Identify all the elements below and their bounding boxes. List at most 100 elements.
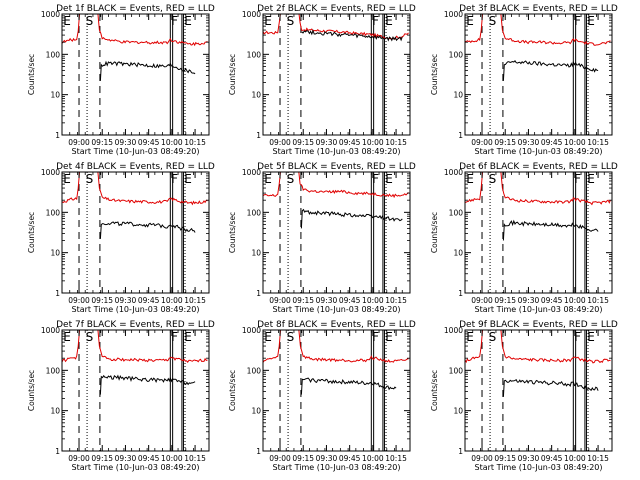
x-tick-label: 09:15 xyxy=(91,296,113,305)
y-axis-label: Counts/sec xyxy=(430,212,439,253)
y-tick-label: 1000 xyxy=(41,168,60,177)
events-rate-line xyxy=(502,219,599,241)
x-tick-label: 09:30 xyxy=(518,296,540,305)
x-axis-label: Start Time (10-Jun-03 08:49:20) xyxy=(273,463,401,472)
event-marker-E: E xyxy=(184,14,192,28)
y-tick-label: 10 xyxy=(453,249,463,258)
x-axis-label: Start Time (10-Jun-03 08:49:20) xyxy=(475,463,603,472)
event-marker-E: E xyxy=(63,330,71,344)
lld-rate-line xyxy=(465,330,611,364)
x-tick-label: 10:00 xyxy=(564,454,586,463)
y-tick-label: 1000 xyxy=(444,168,463,177)
x-tick-label: 10:00 xyxy=(161,138,183,147)
y-axis-label: Counts/sec xyxy=(27,212,36,253)
y-tick-label: 1000 xyxy=(444,326,463,335)
x-tick-label: 10:15 xyxy=(385,454,407,463)
detector-panel-9: Det 9f BLACK = Events, RED = LLD 1 10 100 10… xyxy=(430,320,618,472)
x-tick-label: 10:00 xyxy=(564,296,586,305)
x-tick-label: 09:00 xyxy=(269,138,291,147)
plot-frame xyxy=(464,171,613,294)
panel-title: Det 1f BLACK = Events, RED = LLD xyxy=(56,4,215,14)
x-tick-label: 10:00 xyxy=(161,454,183,463)
event-marker-S: S xyxy=(86,14,94,28)
lld-rate-line xyxy=(62,172,208,206)
event-marker-E: E xyxy=(587,172,595,186)
y-tick-label: 1 xyxy=(55,289,60,298)
x-tick-label: 09:15 xyxy=(91,454,113,463)
y-axis-label: Counts/sec xyxy=(27,370,36,411)
panel-title: Det 3f BLACK = Events, RED = LLD xyxy=(459,4,618,14)
x-tick-label: 09:15 xyxy=(292,454,314,463)
x-tick-label: 09:00 xyxy=(68,454,90,463)
detector-panel-3: Det 3f BLACK = Events, RED = LLD 1 10 100 10… xyxy=(430,4,618,156)
y-axis-label: Counts/sec xyxy=(27,54,36,95)
x-tick-label: 09:00 xyxy=(269,296,291,305)
x-tick-label: 09:15 xyxy=(91,138,113,147)
event-marker-F: F xyxy=(171,14,178,28)
event-marker-E: E xyxy=(385,14,393,28)
y-tick-label: 10 xyxy=(251,407,261,416)
x-tick-label: 10:15 xyxy=(184,454,206,463)
x-tick-label: 09:15 xyxy=(494,454,516,463)
y-tick-label: 10 xyxy=(453,407,463,416)
x-tick-label: 10:00 xyxy=(362,138,384,147)
events-rate-line xyxy=(301,29,403,42)
event-marker-F: F xyxy=(171,330,178,344)
event-marker-E: E xyxy=(184,330,192,344)
panel-title: Det 5f BLACK = Events, RED = LLD xyxy=(257,162,416,172)
event-marker-E: E xyxy=(264,172,272,186)
y-tick-label: 100 xyxy=(247,208,262,217)
event-marker-E: E xyxy=(587,14,595,28)
detector-panel-8: Det 8f BLACK = Events, RED = LLD 1 10 100 10… xyxy=(228,320,416,472)
y-tick-label: 10 xyxy=(453,91,463,100)
plot-frame xyxy=(262,13,411,136)
y-tick-label: 1 xyxy=(256,447,261,456)
x-tick-label: 10:15 xyxy=(385,138,407,147)
panel-title: Det 7f BLACK = Events, RED = LLD xyxy=(56,320,215,330)
y-tick-label: 100 xyxy=(449,208,464,217)
event-marker-E: E xyxy=(587,330,595,344)
y-tick-label: 100 xyxy=(449,366,464,375)
x-tick-label: 09:45 xyxy=(541,138,563,147)
event-marker-S: S xyxy=(86,330,94,344)
y-tick-label: 1000 xyxy=(242,168,261,177)
x-tick-label: 09:45 xyxy=(339,296,361,305)
x-tick-label: 09:30 xyxy=(316,138,338,147)
y-axis-label: Counts/sec xyxy=(430,54,439,95)
x-tick-label: 09:45 xyxy=(541,454,563,463)
lld-rate-line xyxy=(263,330,409,363)
lld-rate-line xyxy=(62,330,208,364)
x-tick-label: 09:00 xyxy=(68,138,90,147)
event-marker-F: F xyxy=(372,330,379,344)
x-tick-label: 09:30 xyxy=(316,454,338,463)
event-marker-F: F xyxy=(574,172,581,186)
panel-title: Det 4f BLACK = Events, RED = LLD xyxy=(56,162,215,172)
y-tick-label: 1 xyxy=(256,289,261,298)
event-marker-F: F xyxy=(171,172,178,186)
lld-rate-line xyxy=(263,172,409,199)
event-marker-E: E xyxy=(466,330,474,344)
x-axis-label: Start Time (10-Jun-03 08:49:20) xyxy=(273,147,401,156)
y-tick-label: 1000 xyxy=(242,10,261,19)
event-marker-S: S xyxy=(287,172,295,186)
x-tick-label: 09:30 xyxy=(518,138,540,147)
x-tick-label: 09:00 xyxy=(471,138,493,147)
y-tick-label: 1 xyxy=(458,131,463,140)
x-tick-label: 10:15 xyxy=(385,296,407,305)
x-tick-label: 10:00 xyxy=(362,296,384,305)
x-tick-label: 09:30 xyxy=(115,454,137,463)
event-marker-S: S xyxy=(86,172,94,186)
x-tick-label: 10:15 xyxy=(184,296,206,305)
x-axis-label: Start Time (10-Jun-03 08:49:20) xyxy=(72,305,200,314)
detector-panel-7: Det 7f BLACK = Events, RED = LLD 1 10 100 10… xyxy=(27,320,215,472)
x-tick-label: 09:15 xyxy=(494,296,516,305)
x-tick-label: 09:30 xyxy=(518,454,540,463)
event-marker-E: E xyxy=(184,172,192,186)
y-tick-label: 1 xyxy=(55,131,60,140)
events-rate-line xyxy=(99,221,196,239)
x-tick-label: 10:15 xyxy=(587,138,609,147)
x-tick-label: 09:45 xyxy=(339,454,361,463)
y-tick-label: 100 xyxy=(449,50,464,59)
y-tick-label: 10 xyxy=(50,407,60,416)
x-tick-label: 10:15 xyxy=(587,296,609,305)
